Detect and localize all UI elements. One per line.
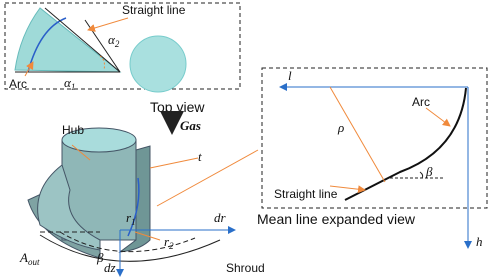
label: β — [96, 250, 104, 265]
pointer — [329, 185, 366, 194]
frame — [261, 67, 488, 209]
symbol: A — [19, 250, 28, 265]
angle-arc — [99, 55, 105, 71]
pointer — [24, 61, 34, 77]
isometric-view: Hub Gas t r1 r2 dr dz β Aout Shroud — [19, 111, 265, 277]
sub: 1 — [71, 82, 76, 92]
hub-circle — [129, 35, 187, 93]
label: α1 — [64, 75, 75, 92]
label: r1 — [126, 210, 136, 227]
frame — [4, 2, 241, 90]
ref-line — [44, 7, 121, 73]
angle-arc — [419, 171, 424, 179]
sub: 2 — [115, 39, 120, 49]
label: Straight line — [274, 187, 338, 201]
label: Gas — [180, 118, 201, 133]
label: Arc — [412, 95, 430, 109]
label: Straight line — [122, 3, 186, 17]
pointer — [134, 231, 161, 241]
shroud-arc — [39, 234, 221, 262]
connector — [156, 149, 259, 207]
expanded-view: l h ρ Arc β Straight line Mean line expa… — [257, 67, 488, 249]
label: h — [476, 234, 483, 249]
caption: Mean line expanded view — [257, 211, 416, 227]
label: Hub — [62, 123, 84, 137]
pointer — [425, 107, 451, 127]
label: r2 — [164, 234, 174, 251]
mean-line — [127, 177, 140, 237]
pointer — [149, 157, 199, 169]
label: β — [425, 164, 433, 179]
pointer — [71, 144, 91, 161]
symbol: α — [64, 75, 72, 90]
label: Aout — [19, 250, 40, 267]
blade-section — [14, 7, 122, 73]
caption: Top view — [150, 99, 205, 115]
blade — [37, 164, 101, 251]
label: dr — [214, 210, 227, 225]
mean-line — [344, 87, 467, 201]
symbol: r — [126, 210, 132, 225]
symbol: r — [164, 234, 170, 249]
top-view: Straight line Arc α2 α1 Top view — [4, 2, 241, 115]
pointer — [87, 17, 129, 32]
label: l — [288, 68, 292, 83]
label: Arc — [9, 77, 27, 91]
radius — [329, 86, 386, 183]
sub: 1 — [131, 217, 136, 227]
label: α2 — [108, 32, 120, 49]
symbol: α — [108, 32, 116, 47]
label: dz — [104, 260, 116, 275]
label: Shroud — [226, 261, 265, 275]
label: t — [198, 149, 202, 164]
dashed-arc — [59, 231, 196, 253]
hub-top — [61, 127, 137, 153]
sub: 2 — [169, 241, 174, 251]
sub: out — [28, 257, 40, 267]
label: ρ — [337, 120, 344, 135]
